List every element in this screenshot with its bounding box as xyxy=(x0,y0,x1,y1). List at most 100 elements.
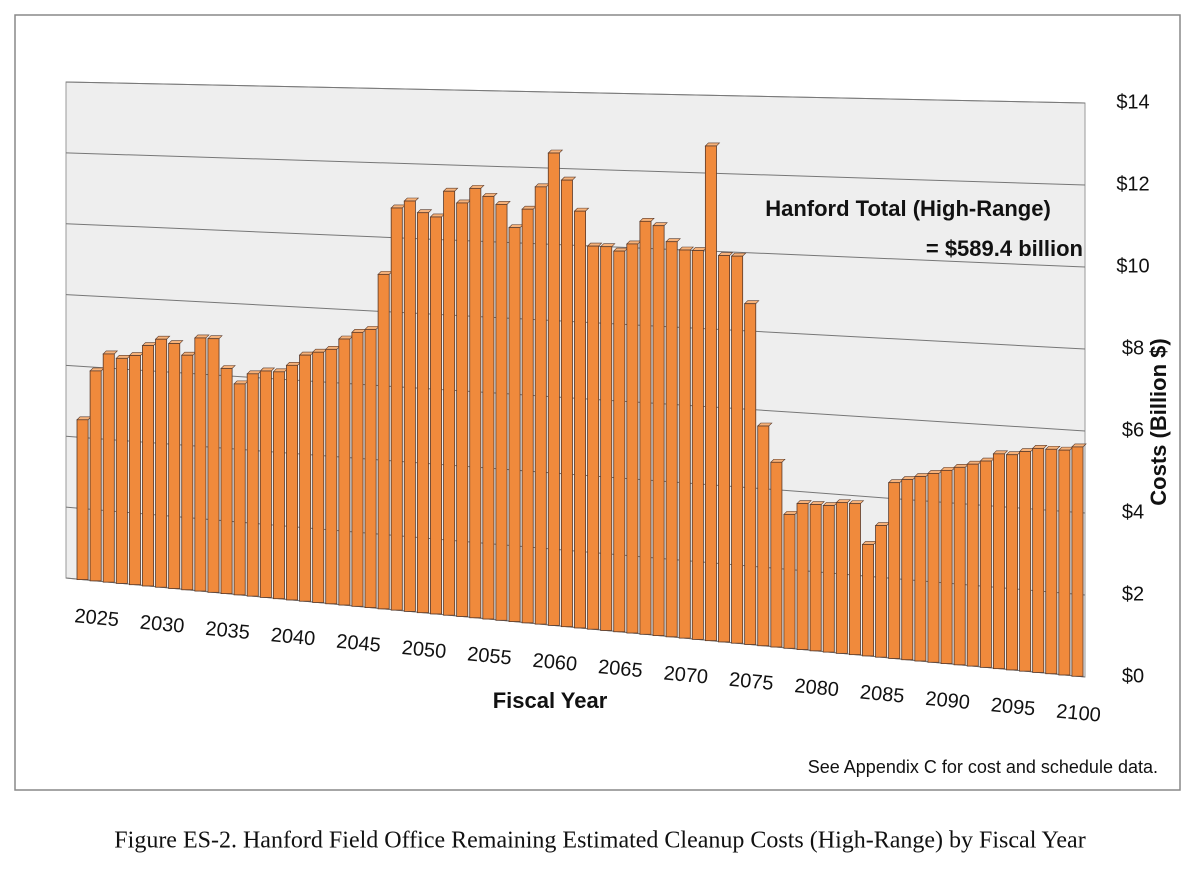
x-tick-label: 2090 xyxy=(924,688,970,714)
bar xyxy=(76,419,89,581)
bar xyxy=(718,255,730,643)
bar xyxy=(770,461,783,648)
frame xyxy=(14,14,1181,791)
bar xyxy=(665,241,678,638)
bar xyxy=(521,208,534,624)
annotation: = $589.4 billion xyxy=(926,236,1083,261)
bar xyxy=(416,212,429,614)
bar xyxy=(966,463,979,667)
bar xyxy=(731,255,744,644)
bar xyxy=(1032,447,1045,673)
grid-line xyxy=(65,152,1086,186)
bar xyxy=(862,544,874,657)
bar xyxy=(574,210,586,629)
note: See Appendix C for cost and schedule dat… xyxy=(808,757,1158,777)
bar xyxy=(430,216,442,615)
y-tick-label: $4 xyxy=(1122,501,1144,523)
x-tick-label: 2095 xyxy=(990,694,1036,720)
bar xyxy=(482,195,495,620)
bar xyxy=(1019,451,1032,672)
x-tick-label: 2040 xyxy=(270,624,316,650)
annotation: Hanford Total (High-Range) xyxy=(765,196,1051,221)
x-tick-label: 2085 xyxy=(859,681,905,707)
bar xyxy=(312,351,325,603)
bar xyxy=(757,425,770,647)
bar xyxy=(639,220,652,635)
bar xyxy=(286,364,298,601)
bar xyxy=(364,328,377,608)
bar xyxy=(613,250,626,633)
bar xyxy=(142,345,154,587)
bar xyxy=(848,503,861,656)
bar xyxy=(403,200,416,612)
bar xyxy=(259,370,272,598)
x-tick-label: 2075 xyxy=(728,669,774,695)
bar xyxy=(822,505,835,653)
y-tick-label: $2 xyxy=(1122,583,1144,605)
caption: Figure ES-2. Hanford Field Office Remain… xyxy=(114,828,1085,854)
bar xyxy=(992,453,1005,670)
bar xyxy=(128,355,141,586)
y-tick-label: $12 xyxy=(1116,173,1149,195)
bar xyxy=(744,303,757,645)
bar xyxy=(953,466,966,666)
x-tick-label: 2025 xyxy=(74,605,120,631)
bar xyxy=(220,368,233,594)
bar xyxy=(102,353,115,583)
bar xyxy=(246,373,259,597)
bar xyxy=(299,354,312,602)
x-tick-label: 2060 xyxy=(532,650,578,676)
bar xyxy=(207,338,220,593)
bar xyxy=(456,202,469,617)
bar xyxy=(89,370,102,582)
x-axis-title: Fiscal Year xyxy=(493,688,608,713)
bar xyxy=(783,513,796,649)
bar xyxy=(940,469,953,664)
bar xyxy=(115,357,128,584)
y-tick-label: $8 xyxy=(1122,337,1144,359)
y-tick-label: $10 xyxy=(1116,255,1149,277)
bar xyxy=(272,371,285,600)
x-tick-label: 2065 xyxy=(597,656,643,682)
bar xyxy=(443,190,456,616)
x-tick-label: 2055 xyxy=(466,643,512,669)
bar xyxy=(181,354,194,591)
bar xyxy=(835,502,848,654)
bar xyxy=(469,187,482,619)
bar xyxy=(1045,448,1058,675)
bar xyxy=(979,460,992,668)
bar xyxy=(691,250,704,640)
bar xyxy=(875,525,888,658)
bar xyxy=(233,383,246,596)
bar xyxy=(1006,454,1018,671)
bar xyxy=(390,207,403,611)
bar xyxy=(508,227,521,622)
bar xyxy=(377,273,390,610)
x-tick-label: 2100 xyxy=(1055,701,1101,727)
x-tick-label: 2030 xyxy=(139,612,185,638)
bar xyxy=(547,152,560,626)
bar xyxy=(560,179,573,628)
bar xyxy=(168,343,181,589)
x-tick-label: 2070 xyxy=(663,662,709,688)
x-tick-label: 2080 xyxy=(794,675,840,701)
bar xyxy=(901,479,914,661)
bar xyxy=(704,145,717,642)
y-axis-title: Costs (Billion $) xyxy=(1146,338,1171,505)
bar xyxy=(194,337,207,592)
bar xyxy=(1071,446,1084,677)
x-tick-label: 2035 xyxy=(204,618,250,644)
bar xyxy=(888,482,901,659)
bar xyxy=(809,504,822,652)
bar xyxy=(1058,449,1071,676)
y-tick-label: $0 xyxy=(1122,665,1144,687)
bar xyxy=(600,246,613,631)
bar xyxy=(587,245,600,630)
bar xyxy=(155,338,168,588)
bar xyxy=(325,348,338,605)
bar xyxy=(351,331,364,607)
bar xyxy=(927,473,940,663)
y-tick-label: $14 xyxy=(1116,91,1149,113)
